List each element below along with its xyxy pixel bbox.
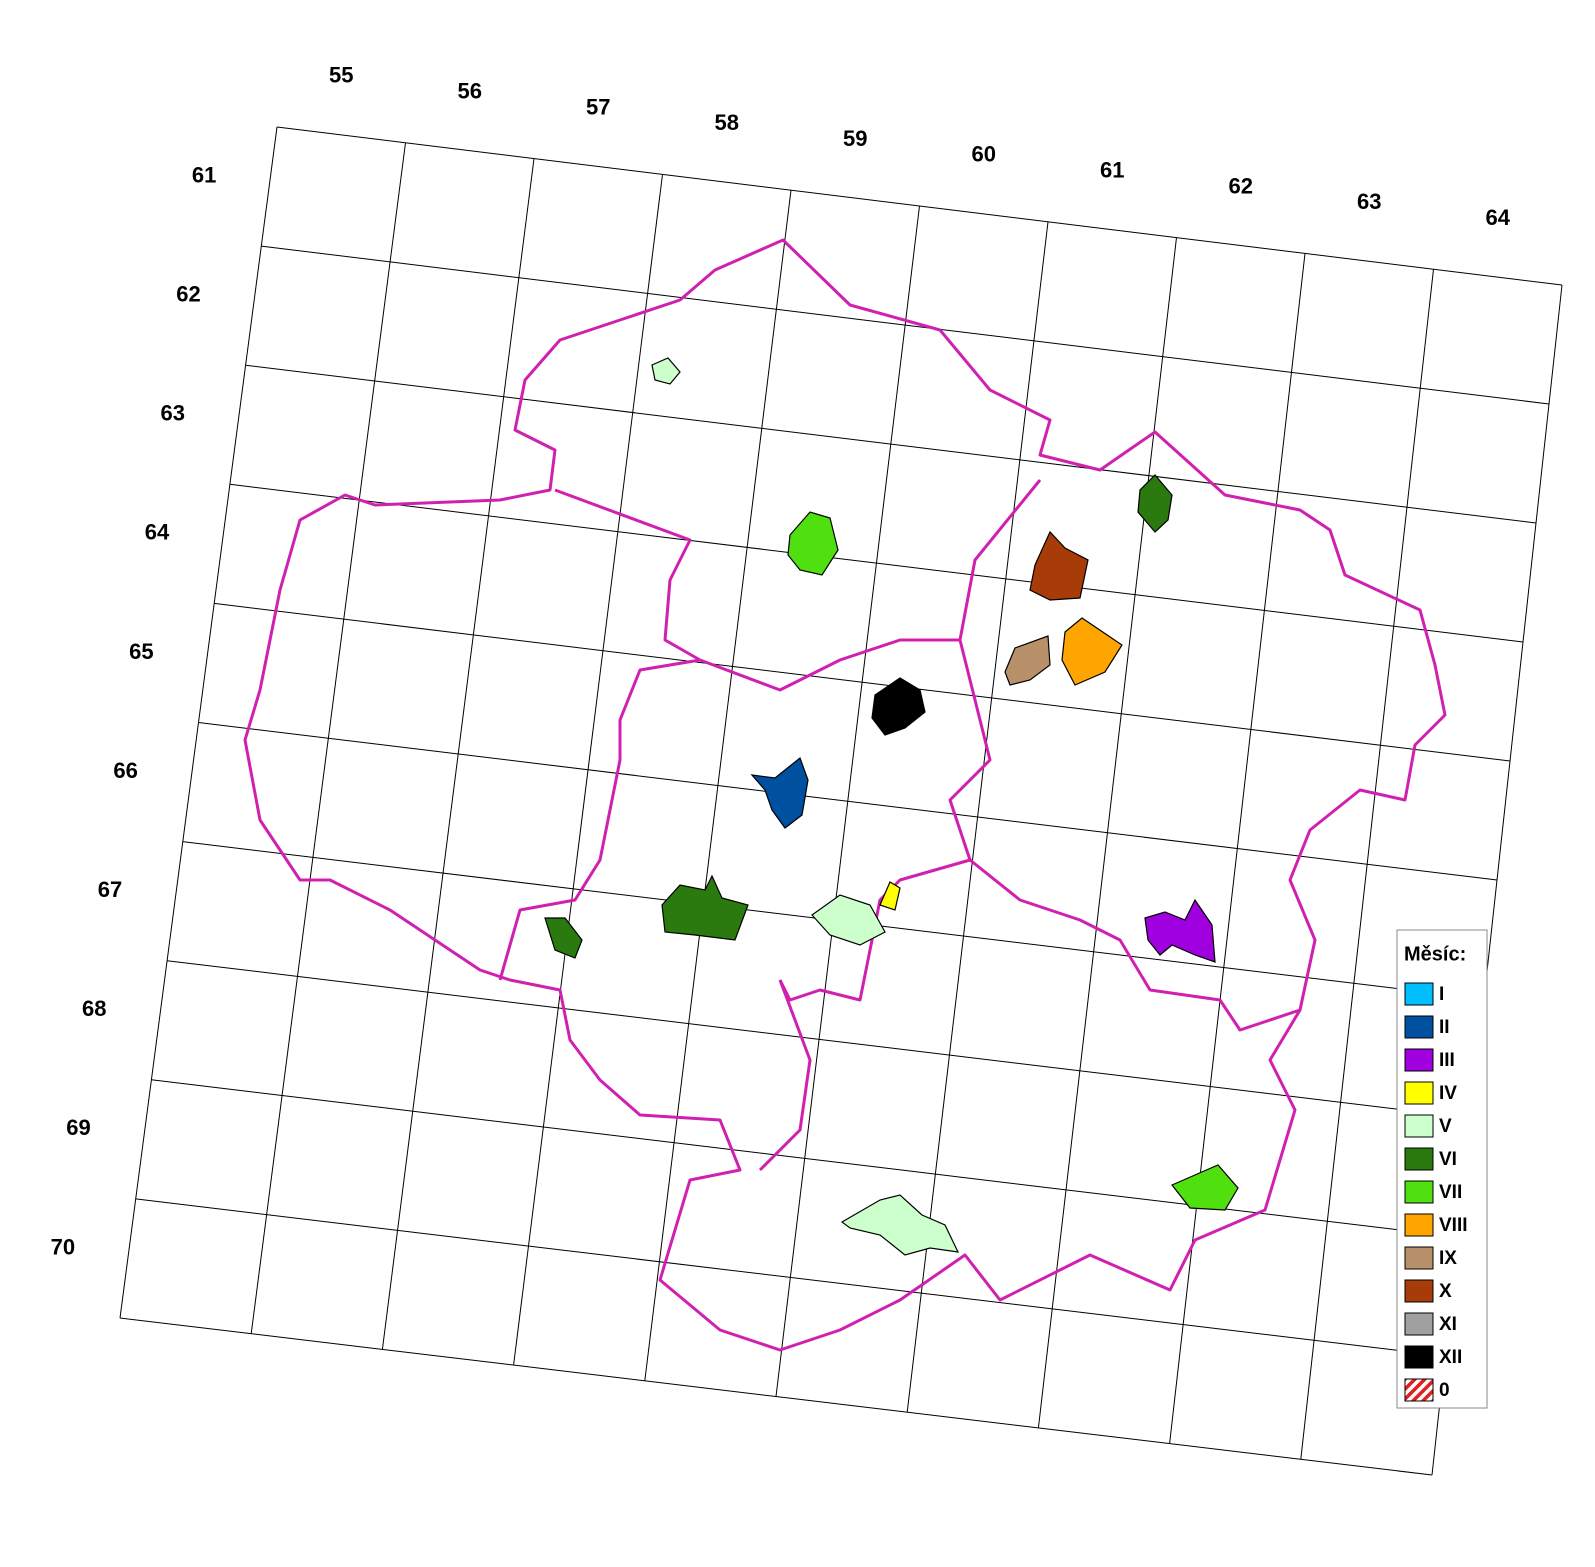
row-label: 64: [145, 520, 170, 545]
district-patch: [750, 757, 809, 829]
legend-label: X: [1439, 1281, 1452, 1302]
column-label: 56: [458, 79, 482, 104]
legend-swatch: [1404, 1180, 1434, 1204]
legend-label: VIII: [1439, 1215, 1468, 1236]
column-label: 63: [1357, 189, 1381, 214]
district-patch: [1144, 898, 1216, 963]
grid-line: [261, 245, 1550, 405]
grid-line: [276, 126, 1563, 286]
row-label: 65: [129, 639, 153, 664]
district-patch: [1004, 635, 1051, 686]
row-label: 62: [176, 281, 200, 306]
legend-label: III: [1439, 1050, 1455, 1071]
legend-swatch: [1404, 1378, 1434, 1402]
region-boundary: [969, 858, 1301, 1032]
grid-line: [198, 722, 1498, 881]
row-label: 69: [66, 1115, 90, 1140]
legend-label: II: [1439, 1017, 1450, 1038]
legend-label: 0: [1439, 1380, 1450, 1401]
legend-label: VII: [1439, 1182, 1462, 1203]
legend-label: XII: [1439, 1347, 1462, 1368]
legend-swatch: [1404, 1213, 1434, 1237]
district-patch: [1061, 617, 1123, 686]
district-patch: [1137, 474, 1173, 533]
district-patch: [1029, 530, 1089, 601]
row-label: 66: [113, 758, 137, 783]
legend-label: VI: [1439, 1149, 1457, 1170]
grid-line: [167, 960, 1472, 1119]
row-label: 67: [98, 877, 122, 902]
row-label: 70: [51, 1234, 75, 1259]
legend-swatch: [1404, 1048, 1434, 1072]
column-label: 60: [972, 142, 996, 167]
column-label: 59: [843, 126, 867, 151]
column-label: 61: [1100, 158, 1124, 183]
legend-swatch: [1404, 1081, 1434, 1105]
row-label: 61: [192, 162, 216, 187]
grid-line: [229, 483, 1524, 643]
district-patch: [1171, 1164, 1239, 1211]
legend-swatch: [1404, 982, 1434, 1006]
row-label: 68: [82, 996, 106, 1021]
legend-swatch: [1404, 1279, 1434, 1303]
legend-swatch: [1404, 1312, 1434, 1336]
column-label: 55: [329, 63, 353, 88]
district-patch: [871, 677, 926, 736]
grid-line: [135, 1198, 1446, 1357]
column-label: 58: [715, 110, 739, 135]
district-patch: [840, 1194, 960, 1256]
column-label: 64: [1486, 205, 1511, 230]
district-patch: [879, 881, 901, 911]
legend-swatch: [1404, 1345, 1434, 1369]
district-patch: [661, 874, 749, 941]
district-patch: [544, 917, 583, 959]
legend-swatch: [1404, 1147, 1434, 1171]
district-patch: [651, 357, 681, 385]
region-boundary: [699, 479, 1042, 692]
legend-label: V: [1439, 1116, 1452, 1137]
legend-label: IV: [1439, 1083, 1457, 1104]
grid-line: [245, 364, 1537, 524]
legend-swatch: [1404, 1114, 1434, 1138]
region-boundary: [758, 979, 812, 1172]
grid-line: [151, 1079, 1459, 1238]
column-label: 62: [1229, 173, 1253, 198]
legend-label: IX: [1439, 1248, 1457, 1269]
legend-swatch: [1404, 1015, 1434, 1039]
legend-label: XI: [1439, 1314, 1457, 1335]
region-boundary: [243, 238, 1447, 1352]
legend-label: I: [1439, 984, 1444, 1005]
legend-swatch: [1404, 1246, 1434, 1270]
district-patch: [811, 894, 886, 946]
column-label: 57: [586, 94, 610, 119]
region-boundary: [498, 488, 702, 981]
grid-line: [119, 1317, 1433, 1476]
legend-title: Měsíc:: [1404, 943, 1466, 965]
grid-line: [214, 602, 1511, 762]
row-label: 63: [161, 401, 185, 426]
district-patch: [787, 511, 839, 576]
